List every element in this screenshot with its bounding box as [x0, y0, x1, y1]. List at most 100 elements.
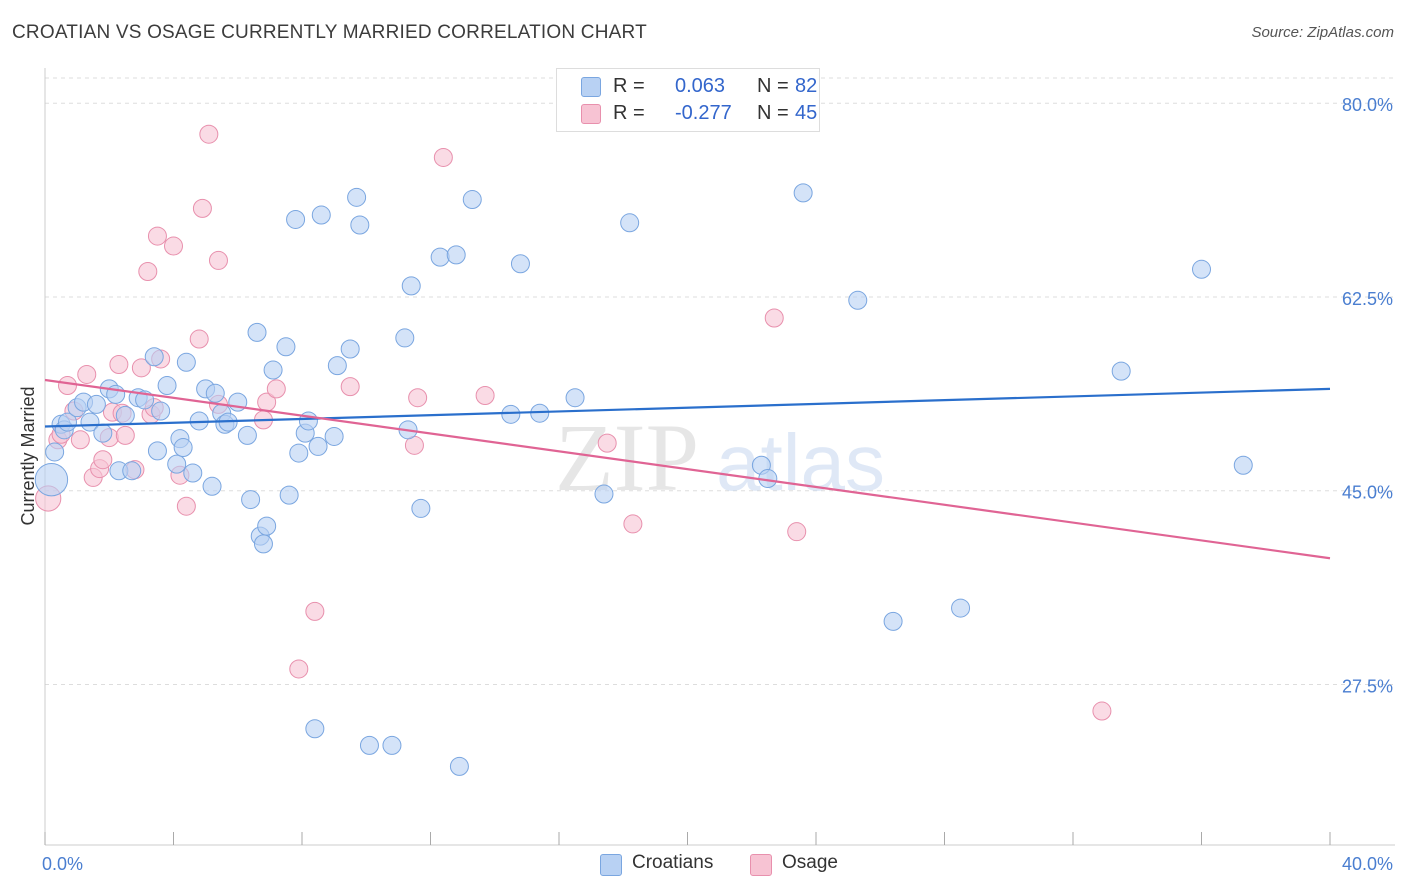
- osage-point: [176, 496, 196, 516]
- croatians-point: [311, 205, 331, 225]
- croatians-point: [157, 376, 177, 396]
- osage-point: [138, 262, 158, 281]
- croatians-point: [237, 425, 257, 445]
- osage-point: [305, 601, 325, 621]
- osage-point: [475, 386, 495, 405]
- legend-n-label: N =: [757, 102, 789, 124]
- legend-n-value: 45: [795, 102, 818, 124]
- croatians-point: [446, 245, 466, 265]
- croatians-point: [347, 187, 367, 207]
- croatians-point: [253, 534, 273, 554]
- osage-legend-label: Osage: [782, 852, 838, 873]
- croatians-point: [86, 394, 106, 414]
- legend-r-value: -0.277: [675, 102, 732, 124]
- croatians-point: [45, 442, 65, 462]
- legend-r-label: R =: [613, 102, 645, 124]
- croatians-point: [350, 215, 370, 235]
- croatians-point: [462, 190, 482, 210]
- y-tick-label: 62.5%: [1342, 289, 1393, 309]
- croatians-point: [594, 484, 614, 504]
- osage-point: [199, 124, 219, 144]
- source-credit: Source: ZipAtlas.com: [1251, 24, 1394, 41]
- croatians-point: [848, 290, 868, 310]
- stats-legend: R = 0.063 N = 82 R = -0.277 N = 45: [556, 68, 820, 132]
- croatians-point: [324, 426, 344, 446]
- croatians-point: [359, 735, 379, 755]
- osage-point: [70, 430, 90, 450]
- axes: [44, 68, 1395, 846]
- osage-point: [164, 236, 183, 256]
- trend-lines: [44, 378, 1331, 560]
- croatians-point: [382, 735, 402, 755]
- croatians-point: [122, 461, 142, 481]
- watermark: ZIP atlas: [555, 404, 885, 511]
- croatians-point: [205, 383, 225, 403]
- croatians-point: [257, 516, 277, 536]
- y-tick-label: 27.5%: [1342, 676, 1393, 696]
- croatians-legend-swatch: [600, 854, 622, 876]
- osage-point: [147, 226, 167, 246]
- croatians-point: [183, 463, 203, 483]
- croatians-point: [147, 441, 167, 461]
- osage-swatch: [581, 104, 601, 124]
- croatians-point: [263, 360, 283, 380]
- croatians-point: [411, 498, 431, 518]
- croatians-swatch: [581, 77, 601, 97]
- croatians-point: [340, 339, 360, 359]
- osage-point: [787, 522, 807, 542]
- croatians-legend-label: Croatians: [632, 852, 714, 873]
- legend-r-value: 0.063: [675, 75, 726, 97]
- croatians-point: [793, 183, 813, 203]
- legend-r-label: R =: [613, 75, 645, 97]
- croatians-point: [501, 404, 521, 424]
- croatians-point: [202, 476, 222, 496]
- croatians-point: [449, 756, 469, 776]
- osage-point: [208, 250, 228, 270]
- croatians-point: [34, 462, 69, 497]
- osage-point: [340, 377, 360, 397]
- legend-n-label: N =: [757, 75, 789, 97]
- croatians-point: [289, 443, 309, 463]
- osage-point: [77, 364, 97, 384]
- osage-point: [433, 147, 453, 167]
- osage-trend-line: [44, 378, 1331, 560]
- croatians-point: [80, 412, 100, 432]
- y-tick-labels: 27.5% 45.0% 62.5% 80.0%: [1342, 95, 1393, 696]
- croatians-point: [1111, 361, 1131, 381]
- croatians-point: [1192, 259, 1211, 279]
- osage-legend-swatch: [750, 854, 772, 876]
- series-legend: Croatians Osage: [600, 852, 860, 878]
- croatians-trend-line: [44, 387, 1331, 428]
- croatians-point: [93, 423, 113, 443]
- croatians-point: [430, 247, 450, 267]
- croatians-point: [115, 405, 135, 425]
- chart-title: CROATIAN VS OSAGE CURRENTLY MARRIED CORR…: [12, 22, 647, 43]
- croatians-point: [247, 322, 267, 342]
- croatians-point: [279, 485, 299, 505]
- croatians-point: [620, 213, 640, 233]
- osage-point: [192, 198, 212, 218]
- croatians-point: [176, 352, 196, 372]
- croatians-point: [510, 254, 530, 274]
- croatians-point: [395, 328, 415, 348]
- osage-point: [623, 514, 643, 534]
- croatians-point: [151, 401, 171, 421]
- croatians-point: [951, 598, 971, 618]
- croatians-point: [1233, 455, 1253, 475]
- x-tick-labels: 0.0% 40.0%: [42, 854, 1393, 874]
- croatians-point: [173, 438, 193, 458]
- grid-lines: [45, 77, 1395, 685]
- osage-point: [109, 355, 129, 374]
- croatians-point: [327, 356, 347, 376]
- osage-point: [1092, 701, 1112, 721]
- croatians-point: [308, 436, 328, 456]
- legend-n-value: 82: [795, 75, 818, 97]
- x-tick-label: 0.0%: [42, 854, 83, 874]
- x-tick-label: 40.0%: [1342, 854, 1393, 874]
- osage-point: [57, 376, 77, 396]
- croatians-point: [883, 611, 903, 631]
- croatians-point: [401, 276, 421, 296]
- osage-point: [597, 433, 617, 453]
- croatians-point: [565, 388, 585, 408]
